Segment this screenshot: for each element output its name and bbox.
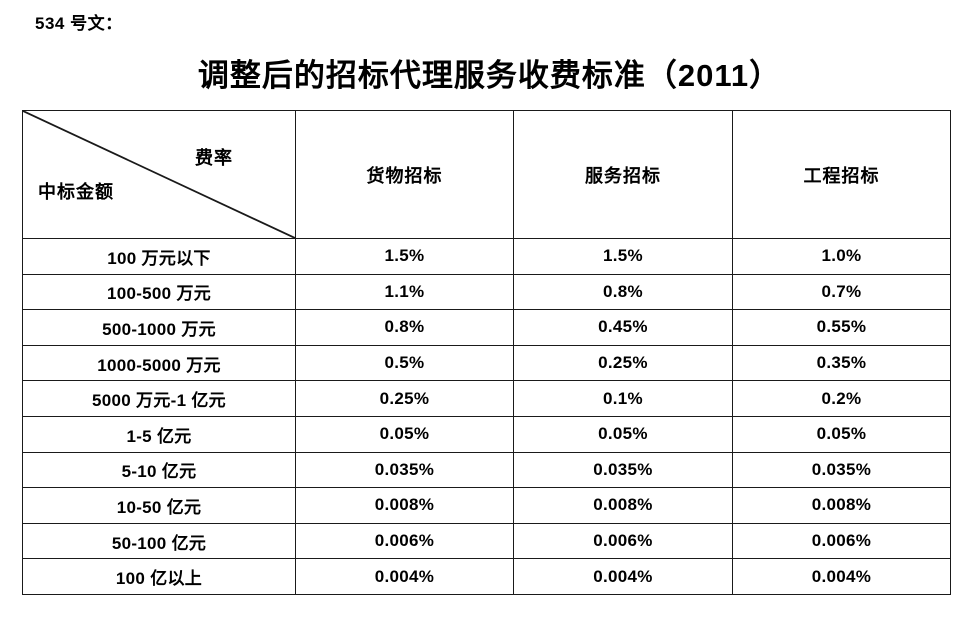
table-row: 5-10 亿元 0.035% 0.035% 0.035% — [22, 451, 951, 489]
rate-value-cell: 0.035% — [513, 451, 733, 489]
rate-value-cell: 0.006% — [295, 522, 514, 560]
table-row: 50-100 亿元 0.006% 0.006% 0.006% — [22, 522, 951, 560]
rate-value-cell: 0.35% — [732, 344, 951, 382]
rate-value-cell: 0.05% — [295, 415, 514, 453]
doc-number-label: 534 号文： — [35, 14, 123, 33]
row-label-amount-range: 10-50 亿元 — [22, 487, 296, 524]
diagonal-line — [23, 111, 295, 238]
rate-value-cell: 0.004% — [513, 558, 733, 595]
rate-value-cell: 0.008% — [295, 487, 514, 524]
row-label-amount-range: 1000-5000 万元 — [22, 344, 296, 382]
rate-value-cell: 0.004% — [732, 558, 951, 595]
column-header-goods: 货物招标 — [295, 110, 514, 239]
rate-value-cell: 0.8% — [513, 273, 733, 311]
row-label-amount-range: 100 亿以上 — [22, 558, 296, 595]
table-row: 100 万元以下 1.5% 1.5% 1.0% — [22, 238, 951, 275]
rate-value-cell: 0.008% — [513, 487, 733, 524]
table-row: 500-1000 万元 0.8% 0.45% 0.55% — [22, 309, 951, 346]
rate-value-cell: 0.25% — [295, 380, 514, 417]
rate-value-cell: 1.5% — [513, 238, 733, 275]
table-row: 5000 万元-1 亿元 0.25% 0.1% 0.2% — [22, 380, 951, 417]
rate-value-cell: 0.05% — [732, 415, 951, 453]
column-header-services: 服务招标 — [513, 110, 733, 239]
table-row: 100 亿以上 0.004% 0.004% 0.004% — [22, 558, 951, 595]
page-title: 调整后的招标代理服务收费标准（2011） — [197, 58, 782, 93]
corner-label-fee-rate: 费率 — [195, 148, 233, 168]
row-label-amount-range: 5-10 亿元 — [22, 451, 296, 489]
fee-rate-table: 费率 中标金额 货物招标 服务招标 工程招标 100 万元以下 1.5% 1.5% 1… — [22, 110, 951, 595]
rate-value-cell: 0.25% — [513, 344, 733, 382]
rate-value-cell: 0.006% — [732, 522, 951, 560]
table-row: 10-50 亿元 0.008% 0.008% 0.008% — [22, 487, 951, 524]
row-label-amount-range: 5000 万元-1 亿元 — [22, 380, 296, 417]
row-label-amount-range: 100 万元以下 — [22, 238, 296, 275]
rate-value-cell: 1.5% — [295, 238, 514, 275]
row-label-amount-range: 100-500 万元 — [22, 273, 296, 311]
table-row: 1-5 亿元 0.05% 0.05% 0.05% — [22, 415, 951, 453]
rate-value-cell: 0.05% — [513, 415, 733, 453]
rate-value-cell: 0.5% — [295, 344, 514, 382]
corner-label-bid-amount: 中标金额 — [38, 182, 114, 202]
table-header-row: 费率 中标金额 货物招标 服务招标 工程招标 — [22, 110, 951, 239]
rate-value-cell: 0.8% — [295, 309, 514, 346]
row-label-amount-range: 50-100 亿元 — [22, 522, 296, 560]
rate-value-cell: 1.0% — [732, 238, 951, 275]
rate-value-cell: 0.2% — [732, 380, 951, 417]
rate-value-cell: 0.004% — [295, 558, 514, 595]
rate-value-cell: 0.7% — [732, 273, 951, 311]
rate-value-cell: 1.1% — [295, 273, 514, 311]
row-label-amount-range: 500-1000 万元 — [22, 309, 296, 346]
diagonal-header-cell: 费率 中标金额 — [22, 110, 296, 239]
table-body: 100 万元以下 1.5% 1.5% 1.0% 100-500 万元 1.1% 0.8% 0.… — [22, 238, 951, 595]
table-row: 100-500 万元 1.1% 0.8% 0.7% — [22, 273, 951, 311]
column-header-engineering: 工程招标 — [732, 110, 951, 239]
row-label-amount-range: 1-5 亿元 — [22, 415, 296, 453]
rate-value-cell: 0.55% — [732, 309, 951, 346]
rate-value-cell: 0.45% — [513, 309, 733, 346]
rate-value-cell: 0.035% — [295, 451, 514, 489]
rate-value-cell: 0.006% — [513, 522, 733, 560]
rate-value-cell: 0.1% — [513, 380, 733, 417]
rate-value-cell: 0.008% — [732, 487, 951, 524]
rate-value-cell: 0.035% — [732, 451, 951, 489]
table-row: 1000-5000 万元 0.5% 0.25% 0.35% — [22, 344, 951, 382]
